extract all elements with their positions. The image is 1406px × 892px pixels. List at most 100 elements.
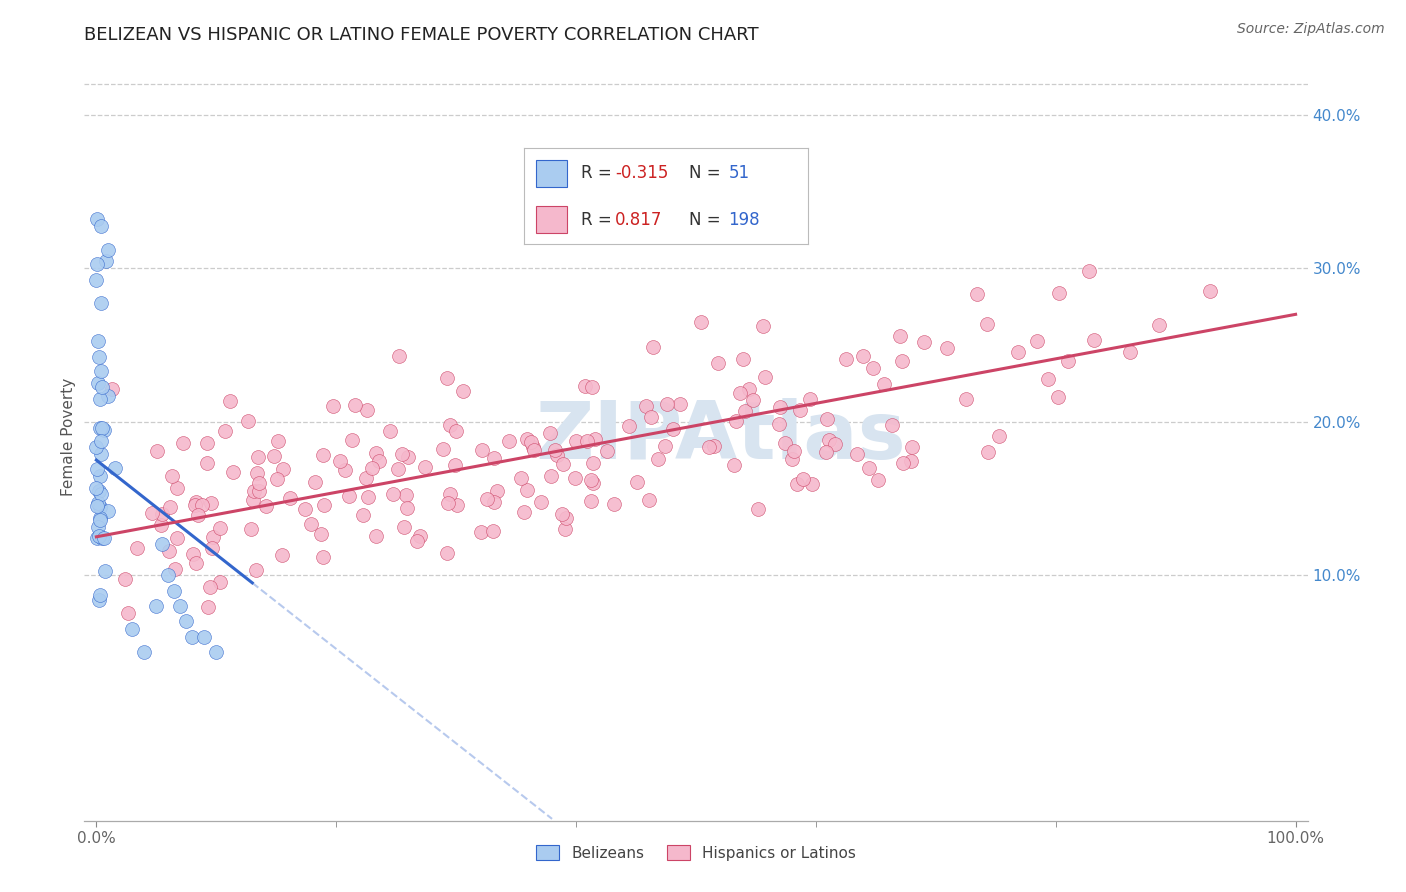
Point xyxy=(824,437,846,451)
Point xyxy=(94,254,117,268)
Point xyxy=(619,418,641,433)
Bar xyxy=(536,160,567,186)
Point xyxy=(703,439,725,453)
Point xyxy=(89,392,111,406)
Point xyxy=(890,354,912,368)
Point xyxy=(87,376,110,391)
Point xyxy=(150,537,173,551)
Point xyxy=(1036,372,1059,386)
Point xyxy=(90,434,112,449)
Point xyxy=(636,399,658,413)
Point xyxy=(647,451,669,466)
Point xyxy=(873,377,896,392)
Point xyxy=(581,380,603,394)
Point xyxy=(707,356,730,370)
Point xyxy=(201,541,224,555)
Point xyxy=(91,421,114,435)
Point xyxy=(266,472,288,486)
Point xyxy=(90,296,112,310)
Point xyxy=(955,392,977,406)
Point xyxy=(626,475,648,489)
Point xyxy=(214,425,236,439)
Point xyxy=(724,414,747,428)
Point xyxy=(439,486,461,500)
Text: BELIZEAN VS HISPANIC OR LATINO FEMALE POVERTY CORRELATION CHART: BELIZEAN VS HISPANIC OR LATINO FEMALE PO… xyxy=(84,26,759,44)
Point xyxy=(101,382,124,396)
Point xyxy=(901,440,924,454)
Point xyxy=(835,352,858,367)
Point xyxy=(146,444,169,458)
Point xyxy=(723,458,745,472)
Point xyxy=(94,564,117,578)
Point xyxy=(89,510,111,524)
Point xyxy=(166,531,188,545)
Point xyxy=(361,460,384,475)
Point xyxy=(583,432,606,446)
Point xyxy=(247,450,270,465)
Point xyxy=(141,506,163,520)
Point xyxy=(157,544,180,558)
Point xyxy=(91,380,114,394)
Point xyxy=(1118,345,1140,359)
Text: -0.315: -0.315 xyxy=(614,164,668,182)
Point xyxy=(366,446,388,460)
Point xyxy=(406,533,429,548)
Point xyxy=(769,400,792,414)
Point xyxy=(1199,284,1222,298)
Point xyxy=(444,458,467,473)
Point xyxy=(513,505,536,519)
Point xyxy=(516,432,538,446)
Point xyxy=(734,404,756,418)
Point xyxy=(669,397,692,411)
Point xyxy=(89,484,111,499)
Point xyxy=(86,532,108,546)
Point xyxy=(197,599,219,614)
Point xyxy=(637,492,659,507)
Point xyxy=(90,364,112,378)
Point xyxy=(166,481,188,495)
Point xyxy=(87,520,110,534)
Point xyxy=(754,369,776,384)
Point xyxy=(387,462,409,476)
Point xyxy=(195,436,218,450)
Point xyxy=(366,529,388,543)
Point xyxy=(97,243,120,257)
Point xyxy=(352,508,374,523)
Point xyxy=(357,490,380,504)
Point xyxy=(799,392,821,406)
Point xyxy=(93,531,115,545)
Point xyxy=(93,424,115,438)
Point xyxy=(554,522,576,536)
Point xyxy=(181,630,204,644)
Point xyxy=(657,397,679,411)
Point xyxy=(87,496,110,510)
Point xyxy=(86,462,108,476)
Point xyxy=(782,451,804,466)
Point xyxy=(413,460,436,475)
Point xyxy=(89,589,111,603)
Point xyxy=(208,521,231,535)
Point xyxy=(477,491,499,506)
Point xyxy=(90,219,112,233)
Point xyxy=(783,443,806,458)
Point xyxy=(900,454,922,468)
Point xyxy=(564,434,586,448)
Point xyxy=(329,454,352,468)
Point xyxy=(378,425,401,439)
Point xyxy=(337,490,360,504)
Point xyxy=(97,389,120,403)
Point xyxy=(738,382,761,396)
Point xyxy=(818,433,841,447)
Point xyxy=(697,441,720,455)
Point xyxy=(439,417,461,432)
Point xyxy=(880,418,903,433)
Point xyxy=(97,504,120,518)
Point xyxy=(242,493,264,508)
Point xyxy=(243,484,266,499)
Point xyxy=(485,484,508,499)
Text: N =: N = xyxy=(689,164,725,182)
Point xyxy=(553,457,575,471)
Point xyxy=(381,486,404,500)
Point xyxy=(201,529,224,543)
Point xyxy=(391,447,413,461)
